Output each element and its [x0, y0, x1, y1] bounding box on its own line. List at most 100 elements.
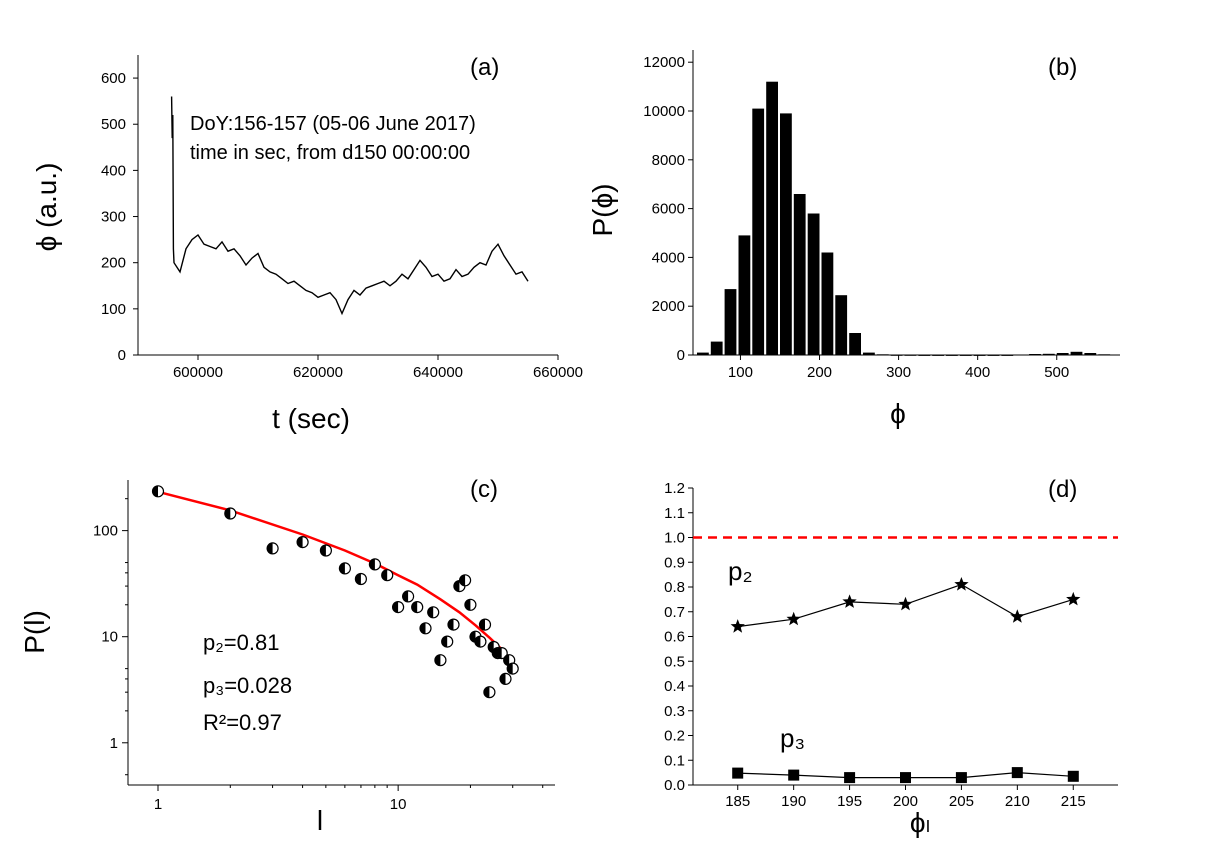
panel-b-y-label: P(ϕ) [587, 183, 618, 236]
panel-d-x-tick-label: 200 [893, 793, 918, 810]
panel-b-y-tick-label: 2000 [652, 298, 685, 315]
panel-a-x-tick-label: 600000 [173, 364, 223, 381]
panel-c-data-point [495, 646, 508, 660]
panel-d-y-tick-label: 1.2 [664, 480, 685, 497]
panel-c-point-half [479, 619, 485, 631]
panel-b-bar [1001, 354, 1014, 356]
panel-c-point-half [339, 562, 345, 574]
panel-b-bar [1084, 353, 1097, 355]
panel-b-x-tick-label: 500 [1044, 364, 1069, 381]
panel-d-star-marker [898, 596, 913, 611]
panel-c-x-tick-label: 1 [154, 796, 162, 813]
panel-b-bar [1070, 351, 1083, 355]
panel-b-bar [876, 354, 889, 356]
panel-d-label: (d) [1048, 476, 1077, 503]
panel-b-bar [697, 352, 709, 355]
panel-c-annotation-p2: p₂=0.81 [203, 630, 279, 655]
panel-d-x-tick-label: 210 [1005, 793, 1030, 810]
panel-c-point-half [297, 536, 303, 548]
panel-d-x-tick-label: 190 [781, 793, 806, 810]
panel-b-bar [738, 235, 751, 355]
panel-c-data-point [411, 600, 424, 614]
panel-c-label: (c) [470, 476, 498, 503]
panel-b-x-tick-label: 400 [965, 364, 990, 381]
panel-b-bar [807, 213, 820, 355]
panel-b-bar [724, 289, 737, 355]
panel-c-data-point [434, 654, 447, 667]
panel-c-data-point [402, 590, 415, 603]
panel-a: (a) t (sec) ϕ (a.u.) DoY:156-157 (05-06 … [31, 54, 583, 434]
panel-b-bar [932, 354, 944, 356]
panel-b-bar [904, 354, 917, 356]
panel-a-label: (a) [470, 54, 499, 81]
panel-c-data-point [224, 507, 237, 520]
panel-b-bar [890, 354, 903, 356]
panel-a-y-tick-label: 300 [101, 209, 126, 226]
panel-c-point-half [453, 580, 460, 592]
panel-d-series-label-p2: p₂ [728, 556, 753, 586]
panel-c-point-half [500, 673, 506, 685]
panel-c-fit-line [157, 490, 514, 663]
panel-c-point-half [470, 631, 476, 643]
panel-b-x-tick-label: 300 [886, 364, 911, 381]
panel-c-y-tick-label: 10 [101, 629, 118, 646]
panel-c-point-half [448, 619, 454, 631]
panel-b-bar [710, 341, 723, 355]
panel-d-y-tick-label: 0.0 [664, 777, 685, 794]
panel-a-y-tick-label: 400 [101, 162, 126, 179]
panel-b-y-tick-label: 0 [677, 347, 685, 364]
panel-b-y-tick-label: 4000 [652, 249, 685, 266]
panel-c-data-point [354, 572, 367, 586]
panel-c-point-half [224, 508, 231, 519]
panel-a-x-tick-label: 620000 [293, 364, 343, 381]
panel-d-y-tick-label: 1.0 [664, 530, 685, 547]
panel-c-data-point [499, 672, 512, 686]
panel-c-data-point [319, 544, 332, 557]
panel-c-data-point [338, 562, 351, 575]
panel-c-data-point [392, 600, 405, 614]
panel-c-point-half [267, 542, 273, 554]
panel-b-bar [987, 354, 1000, 356]
panel-b-bar [918, 354, 931, 356]
panel-c-x-tick-label: 10 [390, 796, 407, 813]
panel-b-y-tick-label: 6000 [652, 201, 685, 218]
panel-c-point-half [503, 654, 510, 666]
panel-d-x-tick-label: 195 [837, 793, 862, 810]
panel-a-y-tick-label: 200 [101, 255, 126, 272]
panel-c-point-half [411, 601, 418, 613]
panel-b-bar [1056, 353, 1069, 355]
panel-a-annotation-2: time in sec, from d150 00:00:00 [190, 142, 470, 164]
panel-d: (d) ϕₗ p₂ p₃ 185 190 195 200 205 210 215 0.0 0.1… [664, 476, 1118, 838]
panel-c-point-half [402, 590, 409, 602]
panel-b-y-tick-label: 10000 [643, 103, 685, 120]
panel-d-y-tick-label: 0.8 [664, 579, 685, 596]
panel-c-data-point [464, 598, 477, 611]
panel-d-star-marker [1066, 591, 1081, 606]
panel-a-y-tick-label: 0 [118, 347, 126, 364]
panel-c-point-half [434, 654, 441, 666]
panel-a-y-label: ϕ (a.u.) [31, 163, 62, 252]
panel-c-point-half [381, 569, 388, 581]
panel-c-annotation-r2: R²=0.97 [203, 710, 282, 735]
panel-c-y-label: P(l) [19, 610, 50, 654]
panel-b-bar [849, 333, 861, 355]
panel-a-y-tick-label: 100 [101, 301, 126, 318]
panel-c-point-half [464, 599, 471, 611]
panel-d-y-tick-label: 1.1 [664, 505, 685, 522]
panel-a-y-tick-label: 600 [101, 70, 126, 87]
panel-b-bar [1015, 354, 1027, 356]
panel-d-square-marker [1067, 770, 1079, 782]
panel-d-y-tick-label: 0.4 [664, 678, 685, 695]
panel-c: (c) l P(l) p₂=0.81 p₃=0.028 R²=0.97 1 10 1… [19, 476, 555, 836]
panel-b-bar [1098, 354, 1111, 356]
panel-b-bar [1042, 353, 1055, 355]
panel-d-square-marker [844, 772, 856, 784]
panel-c-data-point [427, 606, 440, 619]
panel-b-x-tick-label: 100 [728, 364, 753, 381]
panel-c-data-point [296, 535, 309, 549]
panel-c-point-half [441, 636, 448, 648]
panel-c-data-point [483, 686, 496, 699]
panel-a-x-label: t (sec) [272, 403, 350, 434]
panel-c-data-point [459, 574, 472, 587]
panel-c-point-half [427, 606, 434, 618]
